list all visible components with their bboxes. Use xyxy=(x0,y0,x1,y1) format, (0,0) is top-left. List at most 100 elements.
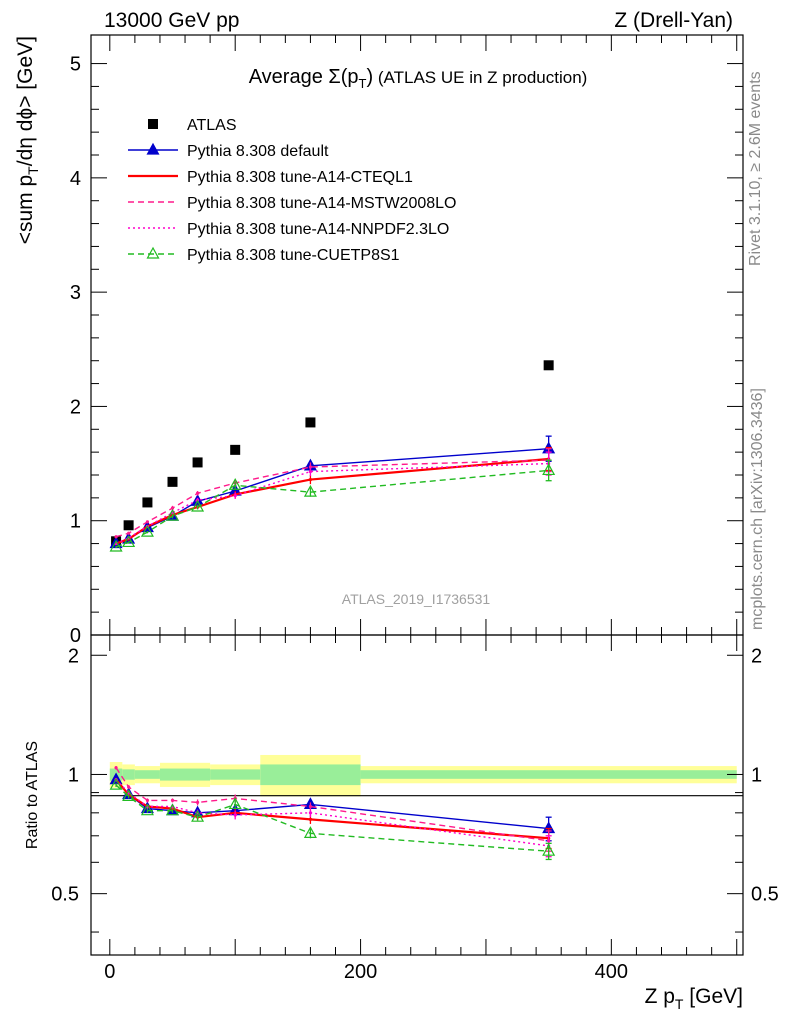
main-pythia-8-308-tune-a14-mstw2008lo-point xyxy=(170,506,175,510)
main-pythia-8-308-tune-a14-mstw2008lo-point xyxy=(195,491,200,495)
ratio-pythia-8-308-tune-a14-cteql1-point xyxy=(308,817,313,822)
ratio-pythia-8-308-tune-cuetp8s1-point xyxy=(303,826,317,838)
ratio-pythia-8-308-tune-a14-mstw2008lo-point xyxy=(195,800,200,805)
ratio-band-inner xyxy=(260,764,361,786)
ratio-pythia-8-308-tune-a14-mstw2008lo-point xyxy=(308,804,313,809)
x-tick-label: 0 xyxy=(104,961,115,983)
xlabel-sub: T xyxy=(675,996,684,1012)
xlabel-rest: [GeV] xyxy=(683,985,743,1008)
main-y-tick-label: 0 xyxy=(70,625,81,647)
ratio-pythia-8-308-tune-cuetp8s1-point xyxy=(228,797,242,810)
ratio-pythia-8-308-tune-cuetp8s1-point xyxy=(542,843,556,856)
ylabel-main: <sum p xyxy=(14,175,37,244)
legend-marker xyxy=(148,119,158,129)
mcplots-label: mcplots.cern.ch [arXiv:1306.3436] xyxy=(749,388,766,630)
main-pythia-8-308-tune-a14-nnpdf2-3lo-line xyxy=(115,462,549,545)
ratio-band-inner xyxy=(159,768,211,781)
main-pythia-8-308-tune-a14-mstw2008lo-point xyxy=(145,520,150,524)
rivet-label: Rivet 3.1.10, ≥ 2.6M events xyxy=(747,71,764,266)
main-y-tick-label: 2 xyxy=(70,396,81,418)
main-y-tick-label: 1 xyxy=(70,511,81,533)
legend-marker xyxy=(146,246,160,259)
main-atlas-point xyxy=(142,497,153,508)
ratio-frame xyxy=(90,634,744,956)
main-atlas-point xyxy=(167,476,178,487)
x-axis-label: Z pT [GeV] xyxy=(645,985,743,1012)
main-pythia-8-308-tune-cuetp8s1-point xyxy=(109,539,123,552)
main-title-sub: T xyxy=(359,76,367,91)
main-title-rest: (ATLAS UE in Z production) xyxy=(373,68,587,87)
ratio-pythia-8-308-tune-cuetp8s1-point xyxy=(191,809,205,822)
main-atlas-point xyxy=(305,417,316,428)
main-pythia-8-308-tune-cuetp8s1 xyxy=(109,459,556,552)
ratio-y-axis-label: Ratio to ATLAS xyxy=(24,741,41,849)
main-y-tick-label: 4 xyxy=(70,168,81,190)
ratio-pythia-8-308-tune-a14-nnpdf2-3lo-point xyxy=(233,813,237,817)
ratio-y-tick-label: 0.5 xyxy=(51,884,79,906)
main-atlas-point xyxy=(230,444,241,455)
main-pythia-8-308-tune-a14-cteql1-point xyxy=(308,477,313,482)
main-pythia-8-308-tune-a14-mstw2008lo-point xyxy=(127,531,131,535)
main-y-tick-label: 5 xyxy=(70,54,81,76)
ratio-band-inner xyxy=(360,770,737,779)
ratio-pythia-8-308-tune-a14-nnpdf2-3lo-point xyxy=(308,811,313,815)
ratio-band-inner xyxy=(122,769,135,780)
ratio-pythia-8-308-tune-cuetp8s1-line xyxy=(115,784,549,852)
main-pythia-8-308-tune-cuetp8s1-point xyxy=(140,524,154,537)
ratio-plot: 0.5 0.5 1 1 2 2 0 200 400 Ratio to ATLAS Z pT [G… xyxy=(24,634,779,1012)
main-pythia-8-308-tune-a14-mstw2008lo-line xyxy=(115,459,549,538)
legend-label: Pythia 8.308 tune-CUETP8S1 xyxy=(187,247,400,264)
legend-entry: Pythia 8.308 tune-A14-NNPDF2.3LO xyxy=(128,221,449,238)
ratio-pythia-8-308-tune-a14-mstw2008lo-point xyxy=(127,785,131,789)
legend-label: Pythia 8.308 tune-A14-NNPDF2.3LO xyxy=(187,221,449,238)
header-left: 13000 GeV pp xyxy=(104,9,239,32)
legend: ATLAS Pythia 8.308 default Pythia 8.308 tu… xyxy=(128,117,456,264)
ratio-pythia-8-308-tune-a14-mstw2008lo-point xyxy=(145,798,150,802)
ratio-uncertainty-bands xyxy=(109,754,737,797)
main-title-main: Average Σ(p xyxy=(249,66,359,88)
legend-entry: Pythia 8.308 tune-A14-CTEQL1 xyxy=(128,169,413,186)
ratio-pythia-8-308-tune-a14-mstw2008lo-line xyxy=(115,767,549,842)
ylabel-rest: /dη dϕ> [GeV] xyxy=(14,36,37,166)
main-pythia-8-308-tune-cuetp8s1-point xyxy=(191,499,205,512)
ratio-pythia-8-308-tune-cuetp8s1 xyxy=(109,777,556,861)
legend-label: Pythia 8.308 tune-A14-CTEQL1 xyxy=(187,169,413,186)
main-pythia-8-308-tune-cuetp8s1-point xyxy=(165,508,180,521)
legend-entry: Pythia 8.308 tune-CUETP8S1 xyxy=(128,246,400,264)
ratio-y-tick-label-right: 0.5 xyxy=(751,884,779,906)
ylabel-sub: T xyxy=(25,166,41,175)
main-frame xyxy=(90,34,744,636)
legend-label: Pythia 8.308 tune-A14-MSTW2008LO xyxy=(187,195,456,212)
ratio-y-tick-label-right: 1 xyxy=(751,764,762,786)
header-right: Z (Drell-Yan) xyxy=(614,9,733,32)
main-title: Average Σ(pT) (ATLAS UE in Z production) xyxy=(249,66,588,91)
legend-marker xyxy=(146,142,160,155)
main-pythia-8-308-tune-cuetp8s1-point xyxy=(542,463,556,476)
main-atlas-point xyxy=(543,360,554,371)
main-pythia-8-308-tune-a14-nnpdf2-3lo-point xyxy=(308,469,313,474)
main-pythia-8-308-tune-a14-mstw2008lo-point xyxy=(114,535,118,539)
legend-label: ATLAS xyxy=(187,117,237,134)
main-pythia-8-308-tune-a14-nnpdf2-3lo-point xyxy=(233,493,237,498)
main-pythia-8-308-tune-cuetp8s1-point xyxy=(303,484,317,497)
legend-entry: ATLAS xyxy=(148,117,237,134)
ratio-pythia-8-308-tune-cuetp8s1-point xyxy=(122,789,136,802)
main-pythia-8-308-tune-a14-cteql1-line xyxy=(115,457,549,545)
main-axes: 0 1 2 3 4 5 xyxy=(70,35,743,647)
main-atlas-point xyxy=(123,520,134,531)
legend-label: Pythia 8.308 default xyxy=(187,143,329,160)
ratio-pythia-8-308-tune-a14-mstw2008lo-point xyxy=(114,766,118,770)
ratio-y-tick-label-right: 2 xyxy=(751,645,762,667)
ratio-pythia-8-308-tune-cuetp8s1-point xyxy=(140,803,154,816)
legend-entry: Pythia 8.308 tune-A14-MSTW2008LO xyxy=(128,195,456,212)
x-tick-label: 200 xyxy=(344,961,377,983)
main-pythia-8-308-tune-cuetp8s1-point xyxy=(122,535,136,548)
analysis-label: ATLAS_2019_I1736531 xyxy=(342,591,491,607)
legend-entry: Pythia 8.308 default xyxy=(128,142,329,160)
ratio-pythia-8-308-tune-cuetp8s1-point xyxy=(109,777,123,790)
ratio-band-inner xyxy=(134,770,160,779)
xlabel-main: Z p xyxy=(645,985,675,1008)
main-pythia-8-308-tune-cuetp8s1-point xyxy=(228,478,242,490)
